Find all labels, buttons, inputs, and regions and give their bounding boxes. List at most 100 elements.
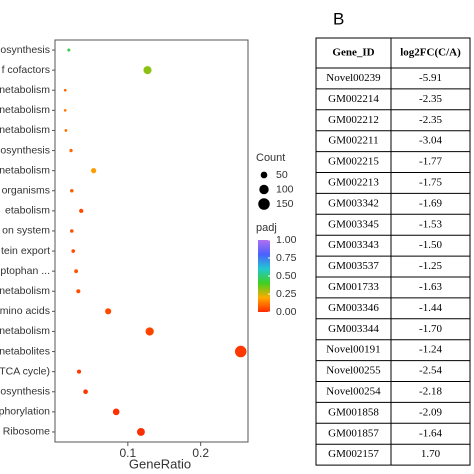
y-tick-label: netabolism	[0, 104, 50, 116]
dot	[79, 208, 84, 214]
table-cell: -1.63	[419, 281, 442, 293]
size-legend-title: Count	[256, 152, 285, 164]
table-cell: -1.50	[419, 239, 442, 251]
table-cell: -1.25	[419, 260, 442, 272]
table-cell: -2.35	[419, 114, 442, 126]
y-tick-label: osynthesis	[0, 386, 50, 398]
y-tick-label: netabolism	[0, 164, 50, 176]
table-cell: GM002157	[328, 448, 379, 460]
table-cell: GM002215	[328, 156, 379, 168]
y-tick-label: on system	[2, 225, 50, 237]
table: B Gene_ID log2FC(C/A) Novel00239 -5.91 GM002…	[315, 9, 471, 466]
plot-panel	[54, 39, 249, 443]
table-cell: -1.53	[419, 218, 442, 230]
table-cell: GM002213	[328, 176, 379, 188]
colorbar-label: 0.75	[276, 252, 297, 264]
y-tick-label: netabolism	[0, 285, 50, 297]
dot	[105, 308, 112, 315]
table-cell: -2.09	[419, 406, 442, 418]
colorbar-label: 1.00	[276, 234, 297, 246]
table-cell: GM002214	[328, 93, 379, 105]
dot	[76, 289, 81, 294]
table-cell: GM003344	[328, 323, 379, 335]
table-cell: -1.24	[419, 344, 442, 356]
x-tick-label: 0.2	[192, 446, 209, 460]
table-cell: GM002211	[328, 135, 378, 147]
dot	[71, 249, 76, 253]
x-axis-title: GeneRatio	[129, 456, 191, 471]
table-cell: GM002212	[328, 114, 379, 126]
table-cell: -1.77	[419, 156, 442, 168]
dot	[137, 428, 145, 436]
color-legend-title: padj	[256, 222, 277, 234]
x-tick-label: 0.1	[119, 446, 136, 460]
y-tick-label: Ribosome	[3, 426, 50, 438]
dot	[74, 269, 79, 274]
table-cell: GM001858	[328, 406, 379, 418]
y-tick-label: f cofactors	[2, 64, 50, 76]
y-tick-label: etabolism	[5, 205, 50, 217]
table-border	[315, 37, 471, 466]
table-cell: GM001733	[328, 281, 379, 293]
colorbar-label: 0.00	[276, 306, 297, 318]
y-tick-label: netabolites	[0, 345, 50, 357]
size-legend-label: 150	[276, 198, 294, 210]
table-cell: GM003346	[328, 302, 379, 314]
table-cell: -1.64	[419, 427, 442, 439]
table-cell: -3.04	[419, 135, 442, 147]
table-cell: -5.91	[419, 72, 442, 84]
table-cell: -2.35	[419, 93, 442, 105]
table-cell: 1.70	[421, 448, 441, 460]
table-cell: -1.69	[419, 197, 442, 209]
y-tick-label: phorylation	[0, 406, 50, 418]
dot	[83, 389, 88, 395]
dot	[63, 88, 67, 92]
dot	[112, 408, 120, 416]
table-cell: -2.54	[419, 365, 442, 377]
size-legend-label: 100	[276, 183, 294, 195]
y-tick-label: bosynthesis	[0, 44, 50, 56]
table-cell: GM003343	[328, 239, 379, 251]
y-tick-label: netabolism	[0, 325, 50, 337]
colorbar-label: 0.25	[276, 288, 297, 300]
table-cell: Novel00255	[326, 365, 381, 377]
table-cell: Novel00254	[326, 385, 381, 397]
dot	[69, 188, 74, 193]
table-cell: GM003345	[328, 218, 379, 230]
table-header: Gene_ID	[332, 47, 374, 59]
dot	[145, 327, 154, 336]
y-tick-label: osynthesis	[0, 144, 50, 156]
size-legend-label: 50	[276, 169, 288, 181]
colorbar	[258, 240, 270, 312]
y-tick-label: netabolism	[0, 84, 50, 96]
table-cell: -1.70	[419, 323, 442, 335]
dot	[143, 66, 152, 75]
dot	[67, 48, 71, 52]
size-legend-dot	[259, 184, 269, 195]
y-tick-label: organisms	[2, 185, 50, 197]
y-tick-label: tein export	[1, 245, 50, 257]
colorbar-label: 0.50	[276, 270, 297, 282]
y-tick-label: ptophan ...	[0, 265, 50, 277]
size-legend-dot	[260, 171, 268, 179]
table-header: log2FC(C/A)	[400, 47, 461, 59]
table-cell: GM003537	[328, 260, 379, 272]
y-tick-label: netabolism	[0, 124, 50, 136]
dot	[76, 369, 82, 374]
table-cell: -2.18	[419, 385, 442, 397]
dot	[90, 168, 97, 174]
dot	[63, 109, 67, 112]
table-cell: GM003342	[328, 197, 379, 209]
dot	[64, 129, 68, 132]
dot	[234, 345, 247, 358]
y-tick-label: TCA cycle)	[0, 365, 50, 377]
table-cell: GM001857	[328, 427, 379, 439]
table-cell: Novel00239	[326, 72, 381, 84]
y-tick-label: mino acids	[0, 305, 50, 317]
dot	[69, 148, 73, 153]
panel-label: B	[333, 9, 344, 28]
table-cell: -1.75	[419, 176, 442, 188]
size-legend-dot	[258, 198, 270, 210]
dot	[69, 229, 74, 233]
